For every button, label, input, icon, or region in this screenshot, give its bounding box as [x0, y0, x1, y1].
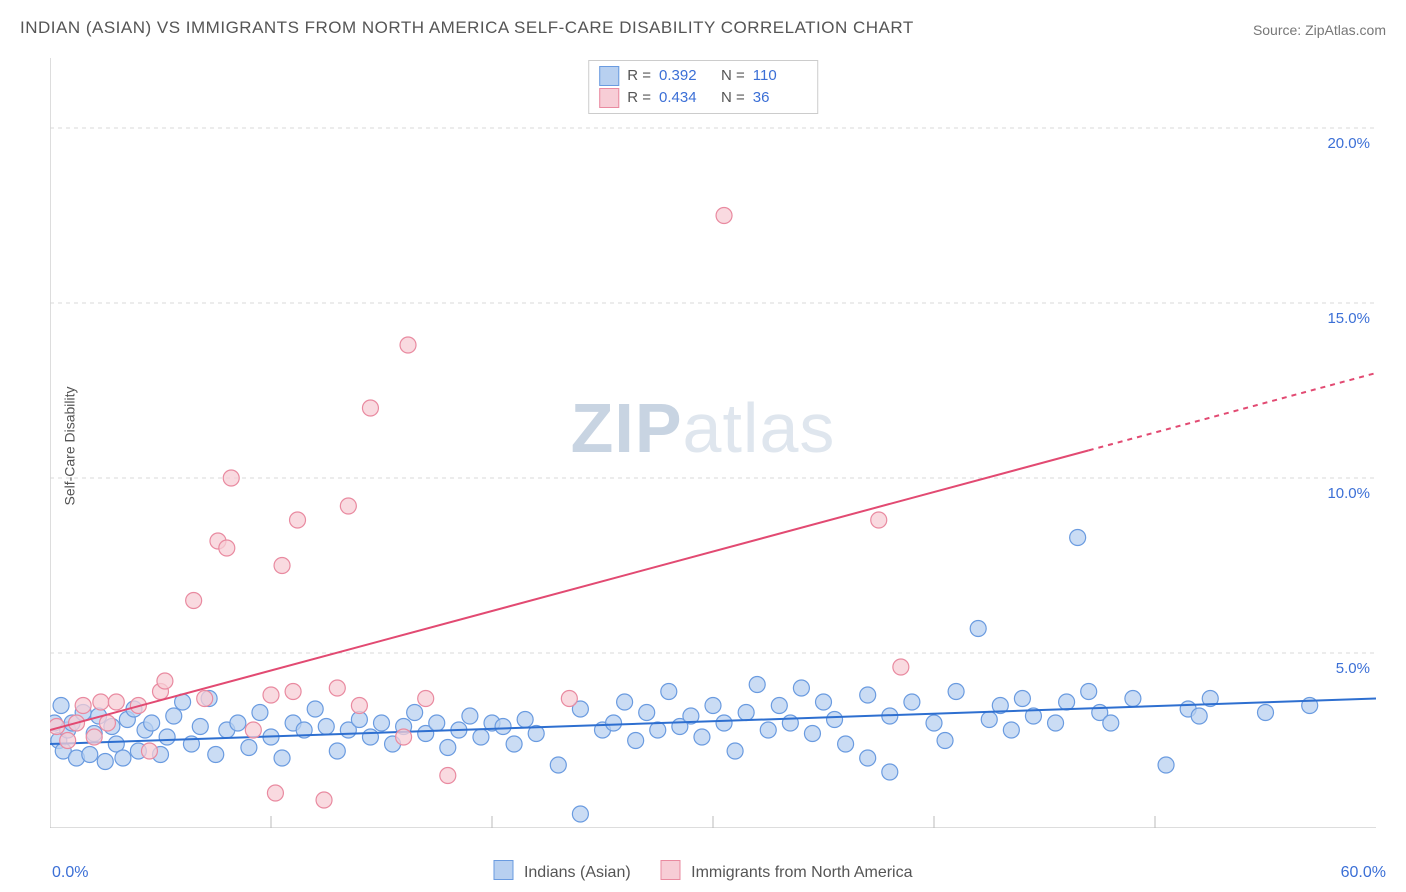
- legend-swatch-pink: [599, 88, 619, 108]
- legend-item-pink: Immigrants from North America: [661, 860, 913, 882]
- legend-row-blue: R = 0.392 N = 110: [599, 65, 807, 87]
- legend-label: Indians (Asian): [524, 864, 631, 881]
- legend-label: Immigrants from North America: [691, 864, 912, 881]
- series-legend: Indians (Asian) Immigrants from North Am…: [493, 860, 912, 882]
- x-axis-max: 60.0%: [1341, 864, 1386, 882]
- svg-text:15.0%: 15.0%: [1327, 310, 1370, 327]
- svg-text:10.0%: 10.0%: [1327, 485, 1370, 502]
- legend-item-blue: Indians (Asian): [493, 860, 630, 882]
- scatter-plot: 5.0% 10.0% 15.0% 20.0%: [50, 58, 1376, 828]
- svg-text:5.0%: 5.0%: [1336, 660, 1370, 677]
- chart-title: INDIAN (ASIAN) VS IMMIGRANTS FROM NORTH …: [20, 18, 914, 38]
- legend-row-pink: R = 0.434 N = 36: [599, 87, 807, 109]
- legend-swatch-icon: [493, 860, 513, 880]
- svg-text:20.0%: 20.0%: [1327, 135, 1370, 152]
- legend-swatch-icon: [661, 860, 681, 880]
- correlation-legend: R = 0.392 N = 110 R = 0.434 N = 36: [588, 60, 818, 114]
- source-credit: Source: ZipAtlas.com: [1253, 22, 1386, 38]
- legend-swatch-blue: [599, 66, 619, 86]
- x-axis-min: 0.0%: [52, 864, 88, 882]
